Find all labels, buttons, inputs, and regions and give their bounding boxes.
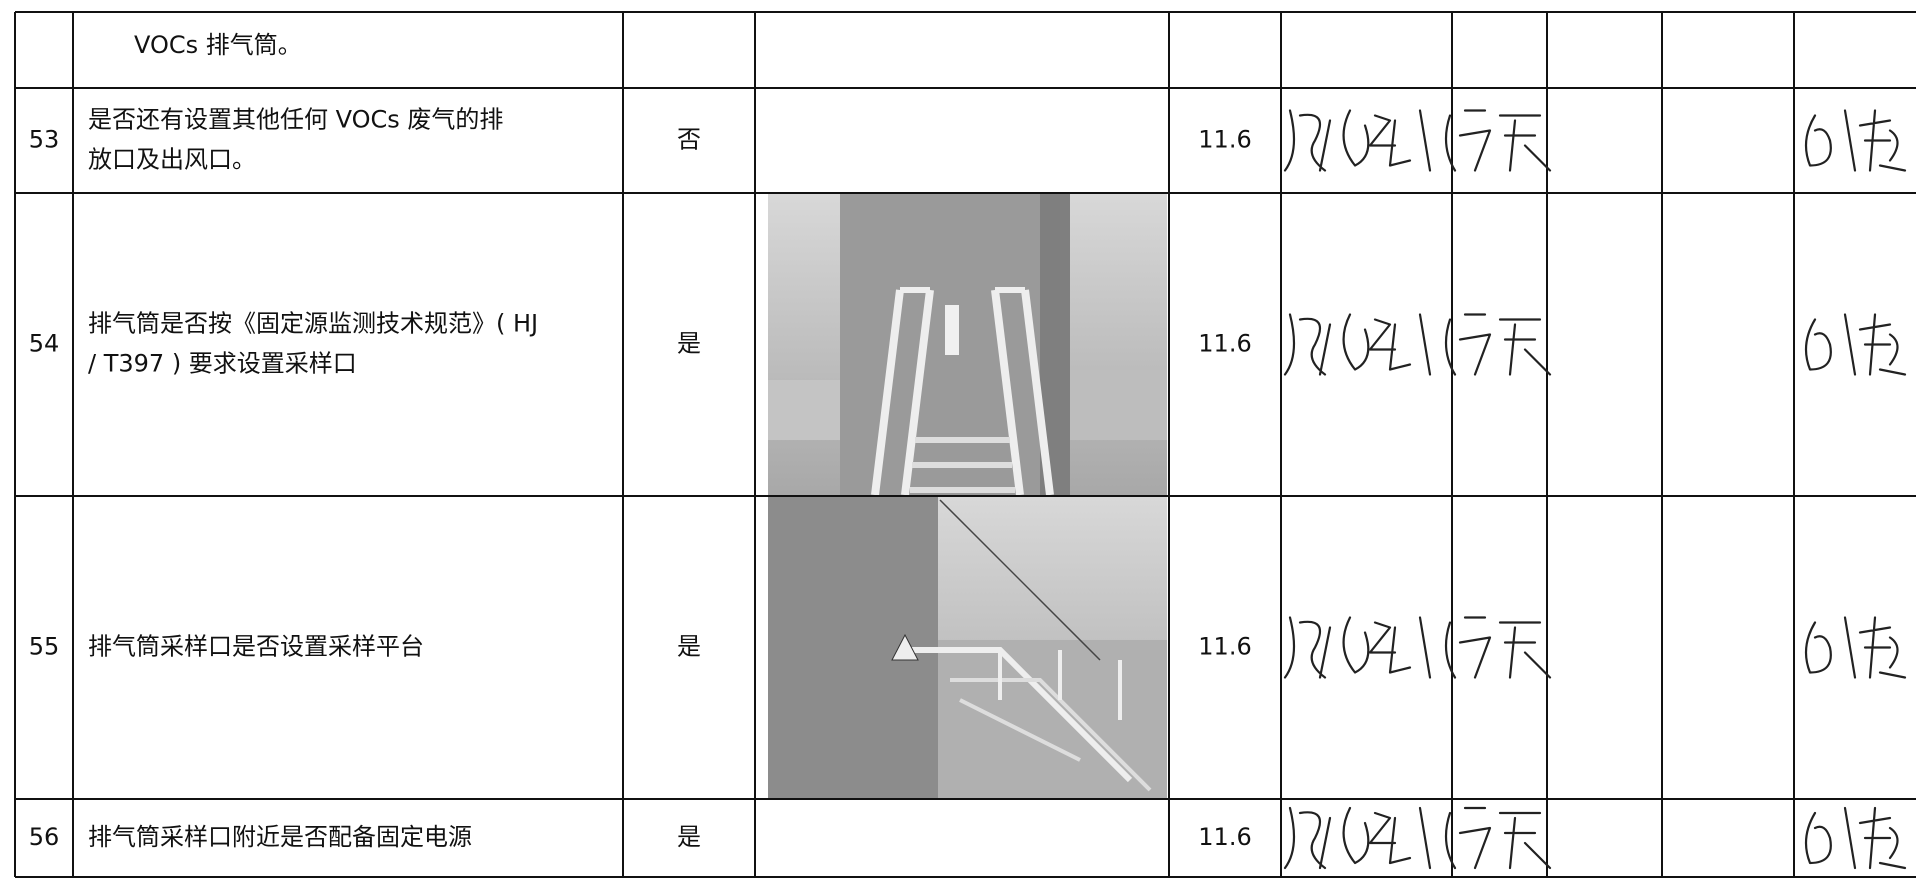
date: 11.6 [1198,330,1251,358]
signature [1804,313,1907,376]
table-grid [14,11,1916,878]
signature [1283,313,1552,376]
date: 11.6 [1198,633,1251,661]
row-number: 56 [29,823,60,851]
date: 11.6 [1198,126,1251,154]
row-number: 54 [29,330,60,358]
item-text: 排气筒是否按《固定源监测技术规范》( HJ [88,310,538,338]
signature [1804,806,1907,870]
result: 否 [677,126,701,154]
photo-stack-sampling-port [768,194,1167,496]
signature [1804,616,1907,679]
row-number: 55 [29,633,60,661]
item-text: 排气筒采样口附近是否配备固定电源 [88,823,472,851]
signature [1283,109,1552,172]
date: 11.6 [1198,823,1251,851]
item-text: 排气筒采样口是否设置采样平台 [88,633,424,661]
item-text: VOCs 排气筒。 [134,31,302,59]
result: 是 [677,823,701,851]
signature [1804,109,1907,172]
photo-sampling-platform [768,497,1167,798]
item-text: / T397 ) 要求设置采样口 [88,350,357,378]
signature [1283,806,1552,870]
row-number: 53 [29,126,60,154]
item-text: 是否还有设置其他任何 VOCs 废气的排 [88,106,503,134]
result: 是 [677,330,701,358]
item-text: 放口及出风口。 [88,146,256,174]
result: 是 [677,633,701,661]
signature [1283,616,1552,679]
